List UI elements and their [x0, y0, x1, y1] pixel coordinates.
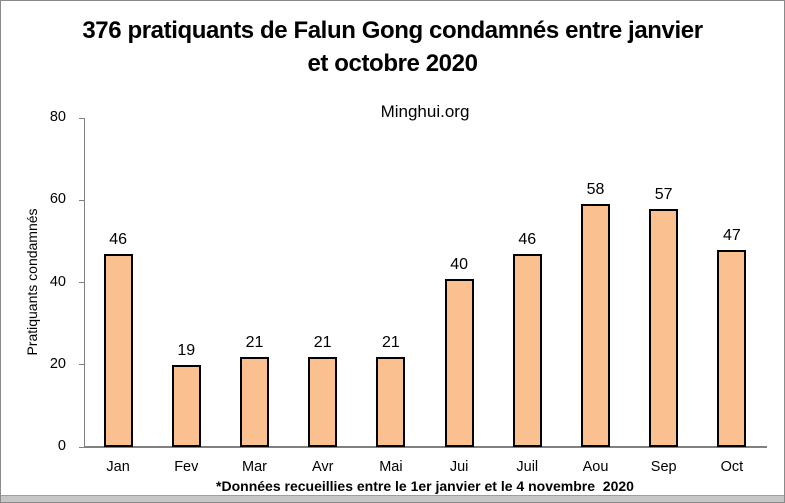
chart-title-line-2: et octobre 2020 — [307, 50, 478, 77]
y-axis-tick-label: 40 — [49, 273, 66, 290]
bar-slot: 57 Sep — [630, 118, 698, 475]
bar-slot: 47 Oct — [698, 118, 766, 475]
bar-slot: 40 Jui — [425, 118, 493, 475]
y-axis-tick-label: 0 — [57, 438, 66, 454]
bar — [308, 356, 338, 447]
footnote: *Données recueillies entre le 1er janvie… — [216, 478, 634, 494]
y-axis-tick-mark — [79, 282, 84, 283]
x-axis-tick-label: Mar — [241, 459, 267, 475]
bar-value-label: 46 — [518, 230, 537, 248]
y-axis-tick-label: 60 — [49, 191, 66, 208]
bar — [103, 253, 133, 447]
bar-slot: 21 Mar — [220, 118, 288, 475]
bar — [171, 364, 201, 447]
bar-value-label: 19 — [177, 341, 196, 359]
bar-slot: 21 Mai — [357, 118, 425, 475]
x-axis-tick-label: Jan — [106, 459, 130, 475]
bar-value-label: 46 — [109, 230, 127, 248]
bar-value-label: 58 — [586, 181, 605, 199]
x-axis-tick-label: Aou — [582, 459, 609, 475]
y-axis-tick-mark — [79, 364, 84, 365]
bar-value-label: 40 — [450, 255, 468, 273]
chart-title: 376 pratiquants de Falun Gong condamnés … — [1, 14, 784, 80]
x-axis-tick-label: Fev — [174, 459, 199, 475]
x-axis-line — [84, 446, 767, 448]
bar-value-label: 21 — [245, 333, 264, 351]
bar — [512, 253, 542, 447]
plot-area: 46 Jan 19 Fev 21 Mar 21 Avr 21 Mai 40 Jui 46 Juil 58 Ao… — [84, 118, 766, 475]
bar — [239, 356, 269, 447]
bar-value-label: 47 — [722, 226, 741, 244]
bar-slot: 19 Fev — [152, 118, 220, 475]
chart-title-line-1: 376 pratiquants de Falun Gong condamnés … — [82, 17, 703, 44]
bar — [444, 278, 474, 447]
chart-subtitle: Minghui.org — [380, 102, 470, 121]
bar — [376, 356, 406, 447]
bar-value-label: 57 — [654, 185, 673, 203]
bar-value-label: 21 — [313, 333, 332, 351]
bar-slot: 46 Jan — [84, 118, 152, 475]
bottom-strip — [1, 495, 784, 502]
bar-slot: 46 Juil — [493, 118, 561, 475]
x-axis-tick-label: Mai — [379, 459, 403, 475]
y-axis-tick-label: 20 — [49, 355, 66, 372]
y-axis-tick-label: 80 — [49, 109, 66, 125]
x-axis-tick-label: Oct — [720, 459, 744, 475]
bar — [649, 208, 679, 447]
bar — [717, 249, 747, 447]
y-axis-line — [84, 118, 85, 447]
x-axis-tick-label: Sep — [650, 459, 677, 475]
x-axis-tick-label: Jui — [449, 459, 469, 475]
bar-slot: 58 Aou — [561, 118, 629, 475]
bar-value-label: 21 — [381, 333, 400, 351]
y-axis-tick-mark — [79, 200, 84, 201]
y-axis-tick-mark — [79, 447, 84, 448]
x-axis-tick-label: Avr — [311, 459, 334, 475]
x-axis-tick-label: Juil — [516, 459, 539, 475]
bar — [580, 204, 610, 447]
bar-slot: 21 Avr — [289, 118, 357, 475]
y-axis-tick-mark — [79, 118, 84, 119]
